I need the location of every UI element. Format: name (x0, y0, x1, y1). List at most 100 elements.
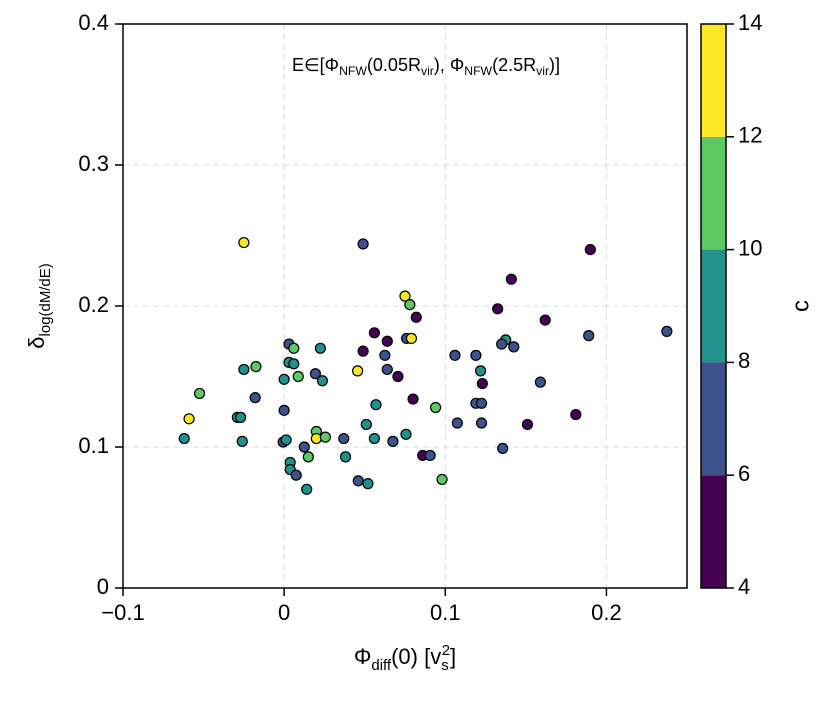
text-part: NFW (464, 64, 492, 78)
colorbar-tick-label: 4 (738, 574, 750, 599)
x-tick-label: 0 (278, 600, 290, 625)
point (360, 418, 372, 431)
point (570, 408, 582, 421)
text-part: δ (24, 336, 49, 348)
colorbar-segment (701, 136, 726, 250)
point (492, 303, 504, 315)
y-tick-label: 0.3 (78, 151, 109, 176)
point (476, 377, 488, 390)
colorbar-tick-label: 10 (738, 235, 762, 260)
point (298, 441, 310, 453)
point (236, 435, 248, 447)
point (381, 363, 393, 376)
text-part: vir (536, 64, 549, 78)
text-part: vir (421, 64, 434, 78)
point (352, 475, 364, 487)
point (309, 368, 322, 380)
point (508, 341, 520, 353)
y-tick-label: 0.1 (78, 433, 109, 458)
text-part: log(dM/dE) (37, 263, 54, 336)
point (539, 314, 551, 326)
point (475, 417, 488, 429)
y-axis-label: δlog(dM/dE) (24, 263, 54, 348)
colorbar-segment (701, 362, 726, 476)
text-part: ] (450, 644, 456, 669)
point (400, 428, 412, 440)
colorbar-frame (700, 23, 727, 589)
point (249, 392, 261, 404)
y-tick-label: 0 (97, 574, 109, 599)
point (404, 298, 416, 311)
point (583, 330, 595, 342)
plot-frame (122, 23, 688, 589)
text-part: ), Φ (434, 55, 464, 75)
point (316, 375, 329, 387)
text-part: Φ (354, 644, 372, 669)
point (451, 417, 463, 429)
point (436, 473, 448, 486)
point (534, 376, 546, 388)
point (288, 358, 300, 370)
colorbar-segment (701, 249, 726, 363)
point (368, 327, 380, 339)
point (521, 418, 534, 431)
point (310, 432, 322, 445)
point (301, 483, 313, 495)
x-tick-label: −0.1 (101, 600, 144, 625)
point (338, 432, 350, 445)
point (238, 236, 250, 249)
y-tick-label: 0.2 (78, 292, 109, 317)
colorbar-label: c (787, 300, 814, 312)
point (405, 332, 418, 345)
x-tick-label: 0.1 (430, 600, 461, 625)
point (288, 342, 300, 354)
point (474, 365, 487, 377)
colorbar-tick-label: 14 (738, 10, 762, 35)
point (496, 338, 508, 350)
colorbar-segment (701, 24, 726, 137)
text-part: 2 (442, 642, 450, 659)
text-part: (2.5R (492, 55, 536, 75)
point (238, 363, 250, 376)
colorbar-tick-label: 12 (738, 123, 762, 148)
point (387, 435, 399, 447)
point (392, 370, 404, 383)
point (292, 370, 304, 383)
point (278, 404, 290, 416)
annotation: E∈[ΦNFW(0.05Rvir), ΦNFW(2.5Rvir)] (292, 55, 560, 78)
point (424, 449, 436, 462)
point (362, 478, 374, 490)
point (475, 397, 488, 409)
y-tick-label: 0.4 (78, 10, 109, 35)
colorbar-segment (701, 475, 726, 588)
text-part: E∈[Φ (292, 55, 339, 75)
point (497, 442, 509, 455)
point (178, 432, 190, 445)
point (319, 431, 331, 443)
point (235, 411, 247, 423)
point (250, 361, 262, 373)
text-part: (0.05R (367, 55, 421, 75)
point (278, 373, 290, 385)
point (339, 451, 352, 463)
colorbar-tick-label: 8 (738, 348, 750, 373)
point (407, 393, 419, 405)
point (290, 469, 302, 481)
point (449, 349, 461, 361)
text-part: )] (549, 55, 560, 75)
point (193, 387, 206, 400)
point (584, 244, 596, 256)
point (661, 325, 673, 337)
point (302, 451, 314, 463)
point (430, 401, 442, 414)
text-part: s (441, 657, 448, 674)
point (357, 345, 369, 357)
point (183, 413, 195, 425)
point (505, 273, 517, 285)
point (352, 365, 364, 377)
point (470, 349, 482, 361)
point (370, 399, 382, 411)
point (368, 432, 380, 445)
point (379, 349, 391, 361)
